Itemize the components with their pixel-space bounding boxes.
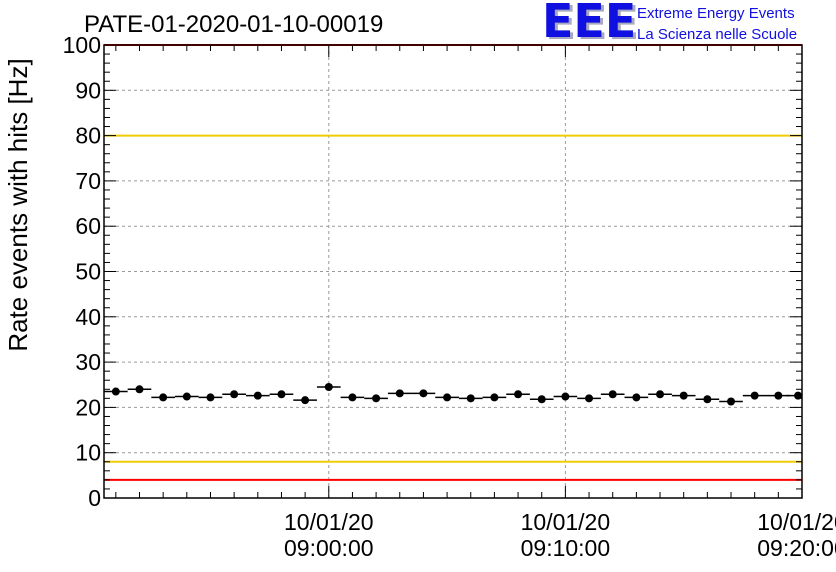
- y-tick-labels: 0 10 20 30 40 50 60 70 80 90 100: [63, 32, 101, 511]
- x-tick-label-date: 10/01/20: [521, 509, 611, 535]
- data-point: [608, 390, 617, 399]
- y-axis-label: Rate events with hits [Hz]: [3, 58, 33, 351]
- data-points: [104, 383, 803, 406]
- data-point: [537, 395, 546, 404]
- data-point: [111, 387, 120, 396]
- data-point: [585, 394, 594, 403]
- data-point: [514, 390, 523, 399]
- data-point: [135, 385, 144, 394]
- y-tick-label: 60: [75, 213, 101, 239]
- data-point: [159, 393, 168, 402]
- y-tick-label: 100: [63, 32, 101, 58]
- data-point: [703, 395, 712, 404]
- y-tick-label: 0: [88, 485, 101, 511]
- data-point: [656, 390, 665, 399]
- data-point: [277, 390, 286, 399]
- data-point: [679, 391, 688, 400]
- logo-line-1: Extreme Energy Events: [637, 5, 795, 22]
- y-tick-label: 40: [75, 304, 101, 330]
- chart-title: PATE-01-2020-01-10-00019: [84, 11, 383, 38]
- data-point: [253, 391, 262, 400]
- y-tick-label: 10: [75, 440, 101, 466]
- data-point: [324, 383, 333, 392]
- data-point: [490, 393, 499, 402]
- y-tick-label: 80: [75, 123, 101, 149]
- data-point: [632, 393, 641, 402]
- axes: [103, 44, 803, 499]
- data-point: [443, 393, 452, 402]
- data-point: [348, 393, 357, 402]
- grid: [104, 45, 802, 498]
- logo-line-2: La Scienza nelle Scuole: [637, 26, 797, 43]
- data-point: [395, 389, 404, 398]
- x-tick-label-time: 09:20:00: [757, 535, 836, 561]
- y-tick-label: 70: [75, 168, 101, 194]
- data-point: [561, 392, 570, 401]
- y-tick-label: 20: [75, 394, 101, 420]
- x-tick-label-time: 09:10:00: [521, 535, 611, 561]
- x-tick-label-date: 10/01/20: [284, 509, 374, 535]
- data-point: [774, 391, 783, 400]
- data-point: [794, 391, 803, 400]
- y-tick-label: 30: [75, 349, 101, 375]
- data-point: [750, 391, 759, 400]
- data-point: [206, 393, 215, 402]
- data-point: [419, 389, 428, 398]
- x-tick-label-date: 10/01/20: [757, 509, 836, 535]
- data-point: [301, 396, 310, 405]
- eee-logo: EEE EEE Extreme Energy Events La Scienza…: [542, 0, 797, 50]
- y-tick-label: 50: [75, 259, 101, 285]
- data-point: [230, 390, 239, 399]
- data-point: [466, 394, 475, 403]
- data-point: [182, 392, 191, 401]
- logo-mark: EEE: [542, 0, 636, 48]
- data-point: [727, 397, 736, 406]
- data-point: [372, 394, 381, 403]
- x-tick-label-time: 09:00:00: [284, 535, 374, 561]
- logo-mark-shadow: EEE: [545, 0, 639, 50]
- y-tick-label: 90: [75, 77, 101, 103]
